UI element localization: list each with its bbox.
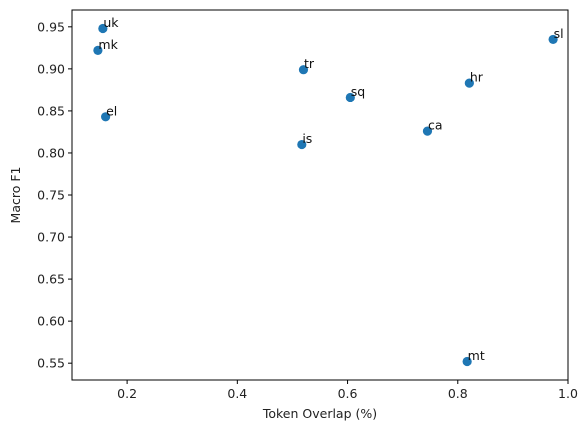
y-tick-label: 0.95	[37, 19, 65, 34]
y-axis-title: Macro F1	[8, 167, 23, 224]
data-point-ca	[422, 126, 433, 136]
data-point-uk	[98, 23, 108, 34]
point-label-hr: hr	[470, 70, 484, 85]
data-point-mk	[93, 45, 103, 55]
plot-layer: 0.2 0.4 0.6 0.8 1.0 0.55 0.60 0.65 0.70 0.75 0.80 0…	[37, 9, 578, 401]
data-point-mt	[462, 356, 472, 367]
x-tick-label: 0.4	[227, 386, 247, 401]
point-label-sl: sl	[554, 26, 564, 41]
data-point-sl	[548, 34, 558, 45]
y-tick-label: 0.85	[37, 103, 65, 118]
data-point-el	[101, 112, 111, 122]
y-tick-label: 0.55	[37, 356, 65, 371]
y-tick-label: 0.65	[37, 272, 65, 287]
data-point-sq	[345, 92, 355, 103]
y-tick-label: 0.60	[37, 314, 65, 329]
point-label-mt: mt	[468, 348, 485, 363]
y-tick-label: 0.75	[37, 188, 65, 203]
x-tick-label: 0.6	[338, 386, 358, 401]
plot-frame	[71, 9, 569, 381]
data-point-is	[297, 139, 307, 150]
data-point-tr	[298, 65, 309, 75]
point-label-sq: sq	[351, 84, 365, 99]
point-label-mk: mk	[98, 37, 118, 52]
x-tick-label: 1.0	[558, 386, 578, 401]
y-tick-label: 0.90	[37, 61, 65, 76]
point-label-ca: ca	[428, 118, 443, 133]
point-label-el: el	[106, 103, 117, 118]
point-label-is: is	[302, 131, 312, 146]
x-tick-label: 0.8	[448, 386, 468, 401]
x-tick-label: 0.2	[117, 386, 137, 401]
y-tick-label: 0.80	[37, 145, 65, 160]
data-point-hr	[464, 78, 474, 88]
x-axis-title: Token Overlap (%)	[262, 406, 377, 421]
point-label-uk: uk	[103, 15, 119, 30]
point-label-tr: tr	[304, 56, 315, 71]
y-tick-label: 0.70	[37, 230, 65, 245]
